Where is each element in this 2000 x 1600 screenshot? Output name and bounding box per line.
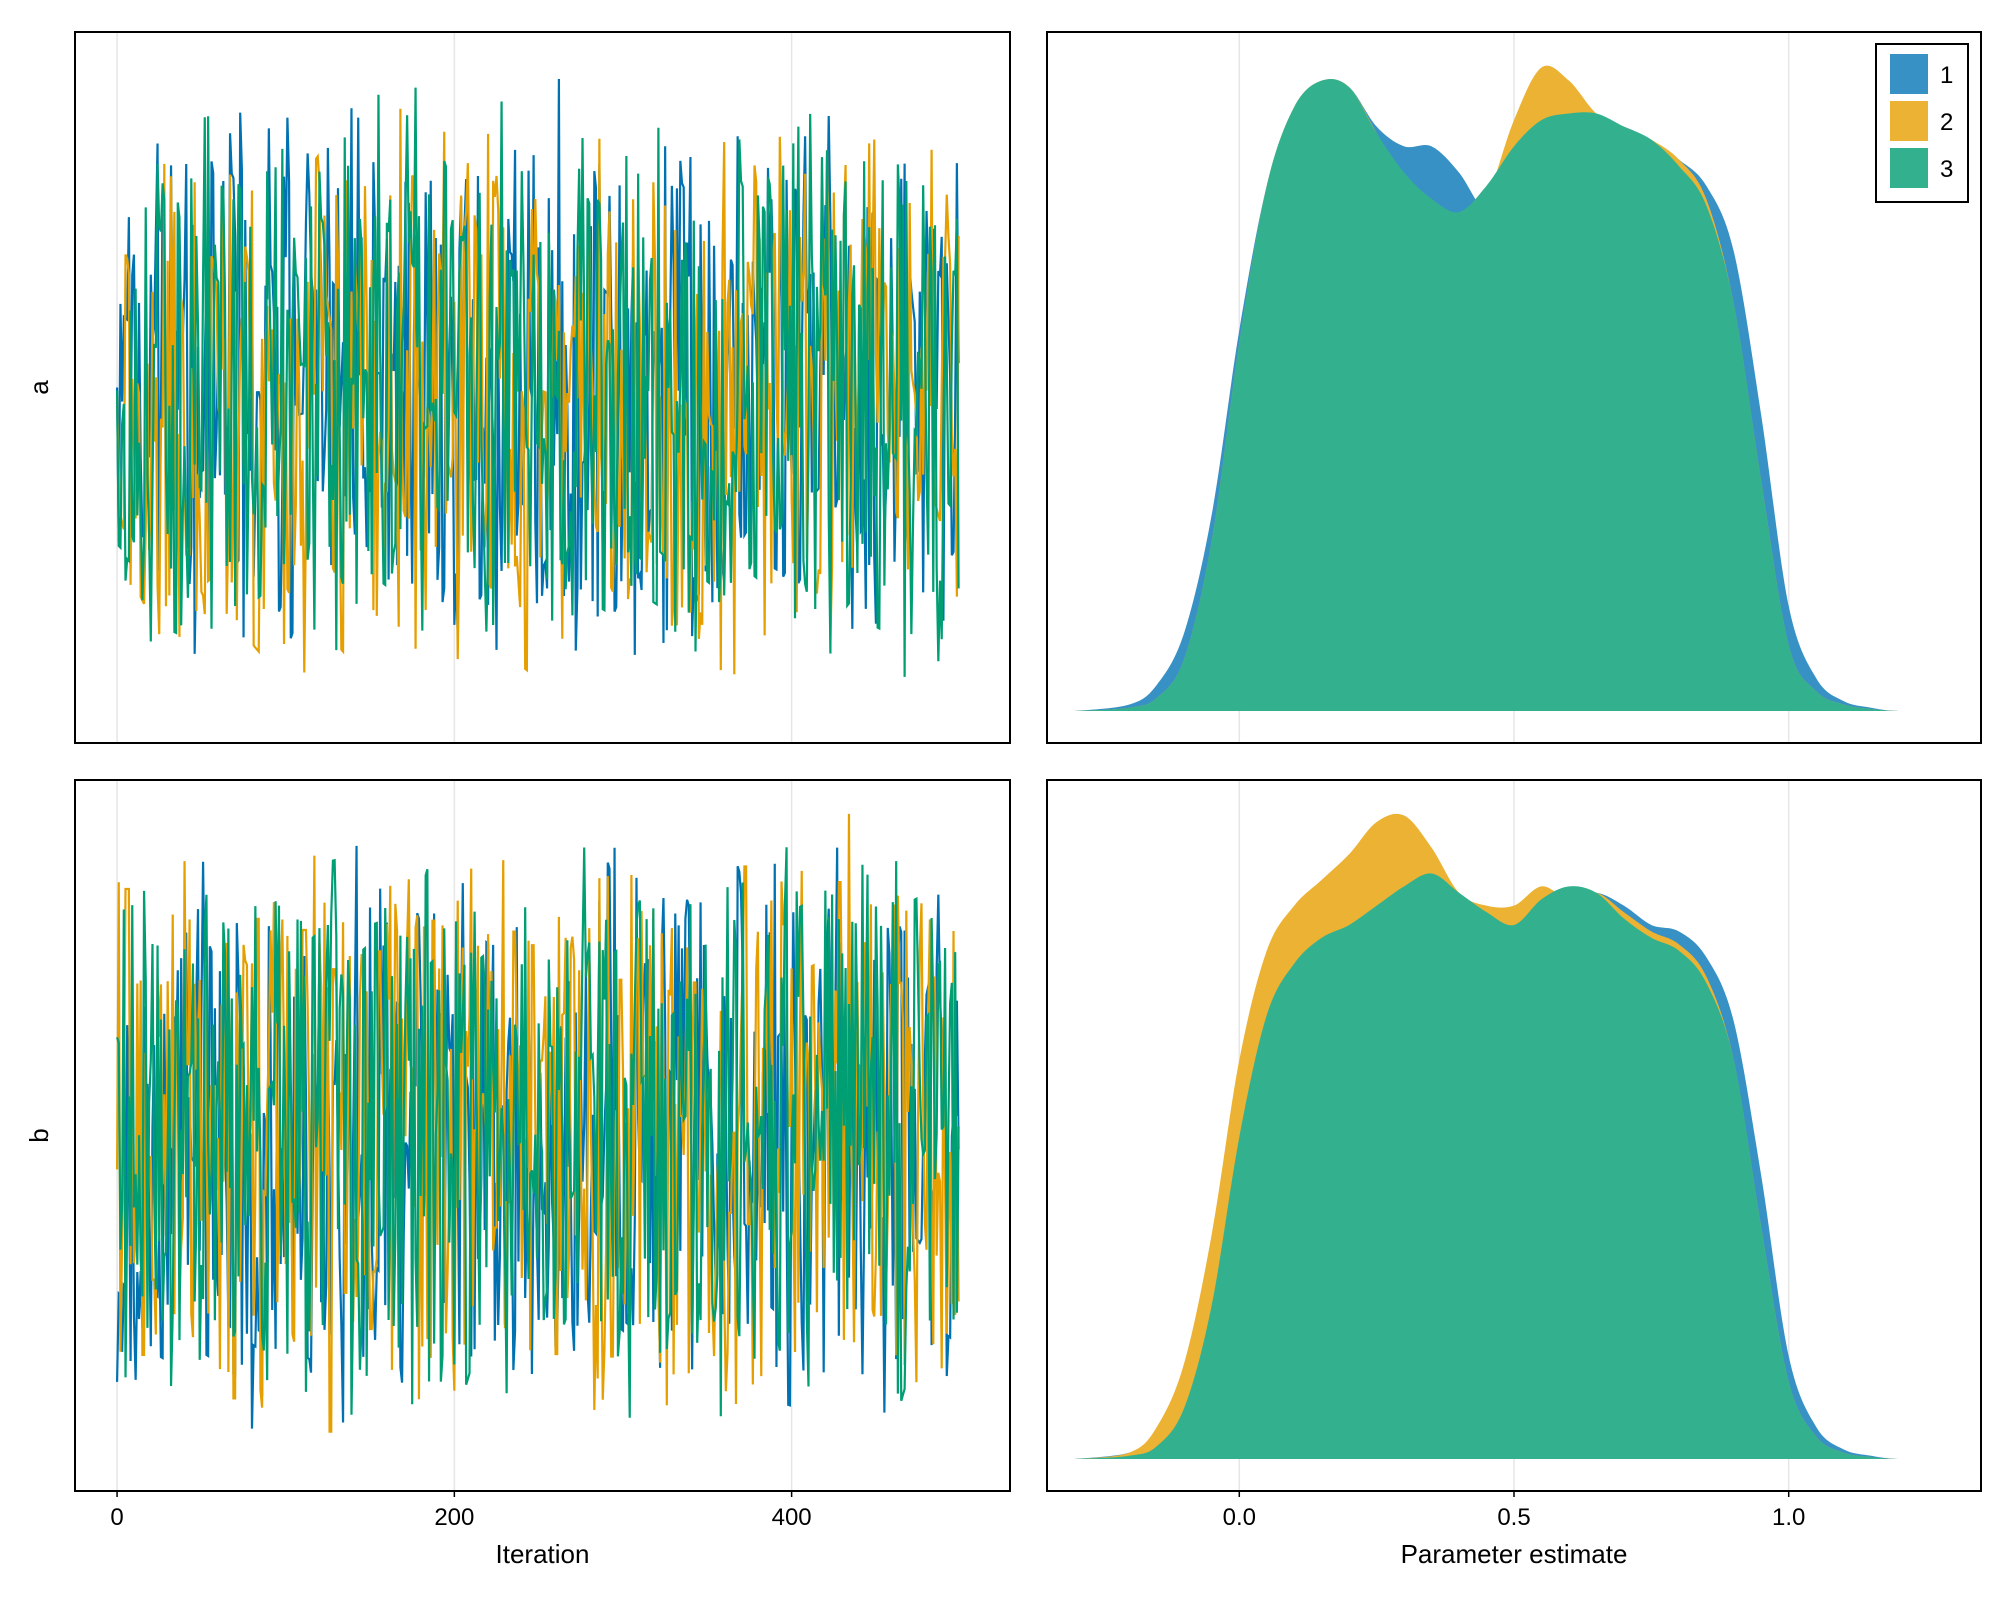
legend-label-chain-3: 3 [1940,156,1953,183]
legend-label-chain-1: 1 [1940,62,1953,89]
density-plot-b: 0.0 0.5 1.0 Parameter estimate [1046,779,1982,1569]
x-tick-label: 400 [772,1504,812,1531]
panel-frame [74,779,1011,1492]
x-tick-label: 0.5 [1497,1504,1530,1531]
legend-label-chain-2: 2 [1940,109,1953,136]
y-axis-label: a [24,380,54,395]
trace-line-chain-2 [115,108,960,675]
trace-line-chain-3 [115,87,960,677]
x-tick-label: 0.0 [1223,1504,1256,1531]
legend-swatch-chain-1 [1890,54,1928,94]
panel-frame [74,31,1011,744]
x-tick-label: 0 [110,1504,123,1531]
density-plot-a [1046,31,1982,744]
density-area-chain-3 [1074,873,1954,1460]
x-tick-label: 200 [434,1504,474,1531]
trace-plot-b: 0 200 400 Iteration b [24,779,1011,1569]
legend-swatch-chain-2 [1890,101,1928,141]
panel-frame [1046,31,1982,744]
trace-plot-a: a [24,31,1011,744]
chain-legend: 1 2 3 [1875,43,1969,203]
x-tick-label: 1.0 [1772,1504,1805,1531]
x-axis-label: Parameter estimate [1401,1539,1628,1569]
legend-swatch-chain-3 [1890,148,1928,188]
x-axis-label: Iteration [496,1539,590,1569]
density-area-chain-3 [1074,78,1954,712]
trace-line-chain-3 [116,847,960,1418]
y-axis-label: b [24,1128,54,1142]
